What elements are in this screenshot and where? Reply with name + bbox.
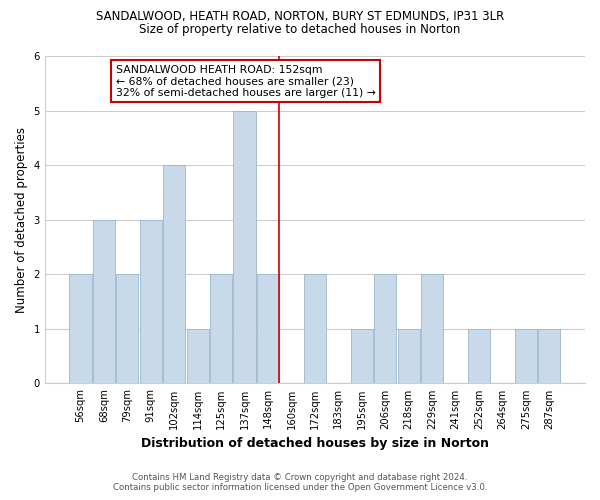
Bar <box>421 274 443 384</box>
Bar <box>163 166 185 384</box>
X-axis label: Distribution of detached houses by size in Norton: Distribution of detached houses by size … <box>141 437 489 450</box>
Bar <box>398 329 420 384</box>
Bar <box>350 329 373 384</box>
Bar <box>140 220 162 384</box>
Text: Size of property relative to detached houses in Norton: Size of property relative to detached ho… <box>139 22 461 36</box>
Text: SANDALWOOD, HEATH ROAD, NORTON, BURY ST EDMUNDS, IP31 3LR: SANDALWOOD, HEATH ROAD, NORTON, BURY ST … <box>96 10 504 23</box>
Bar <box>70 274 92 384</box>
Bar <box>257 274 279 384</box>
Bar <box>538 329 560 384</box>
Bar <box>187 329 209 384</box>
Text: Contains HM Land Registry data © Crown copyright and database right 2024.
Contai: Contains HM Land Registry data © Crown c… <box>113 473 487 492</box>
Bar <box>116 274 139 384</box>
Bar <box>374 274 397 384</box>
Bar <box>468 329 490 384</box>
Text: SANDALWOOD HEATH ROAD: 152sqm
← 68% of detached houses are smaller (23)
32% of s: SANDALWOOD HEATH ROAD: 152sqm ← 68% of d… <box>116 64 376 98</box>
Bar <box>304 274 326 384</box>
Bar <box>233 111 256 384</box>
Bar <box>93 220 115 384</box>
Y-axis label: Number of detached properties: Number of detached properties <box>15 127 28 313</box>
Bar <box>515 329 537 384</box>
Bar <box>210 274 232 384</box>
